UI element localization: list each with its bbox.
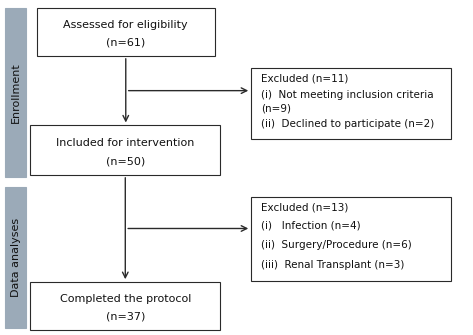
Text: (n=37): (n=37) <box>105 311 145 321</box>
Text: Excluded (n=11): Excluded (n=11) <box>261 74 348 84</box>
Bar <box>5 8 26 177</box>
Text: Data analyses: Data analyses <box>11 218 21 297</box>
Text: (n=61): (n=61) <box>106 38 145 48</box>
Text: (n=9): (n=9) <box>261 104 291 114</box>
Text: (i)   Infection (n=4): (i) Infection (n=4) <box>261 220 360 230</box>
Bar <box>251 197 451 281</box>
Text: Excluded (n=13): Excluded (n=13) <box>261 203 348 213</box>
Text: (i)  Not meeting inclusion criteria: (i) Not meeting inclusion criteria <box>261 89 433 99</box>
Bar <box>30 125 220 175</box>
Text: (n=50): (n=50) <box>105 156 145 166</box>
Bar <box>37 8 215 56</box>
Text: (iii)  Renal Transplant (n=3): (iii) Renal Transplant (n=3) <box>261 260 404 270</box>
Text: (ii)  Declined to participate (n=2): (ii) Declined to participate (n=2) <box>261 119 434 129</box>
Text: Completed the protocol: Completed the protocol <box>60 294 191 304</box>
Bar <box>30 282 220 330</box>
Text: Included for intervention: Included for intervention <box>56 138 194 148</box>
Text: Enrollment: Enrollment <box>11 62 21 123</box>
Bar <box>5 187 26 328</box>
Text: (ii)  Surgery/Procedure (n=6): (ii) Surgery/Procedure (n=6) <box>261 240 412 250</box>
Text: Assessed for eligibility: Assessed for eligibility <box>63 20 188 30</box>
Bar <box>251 68 451 139</box>
